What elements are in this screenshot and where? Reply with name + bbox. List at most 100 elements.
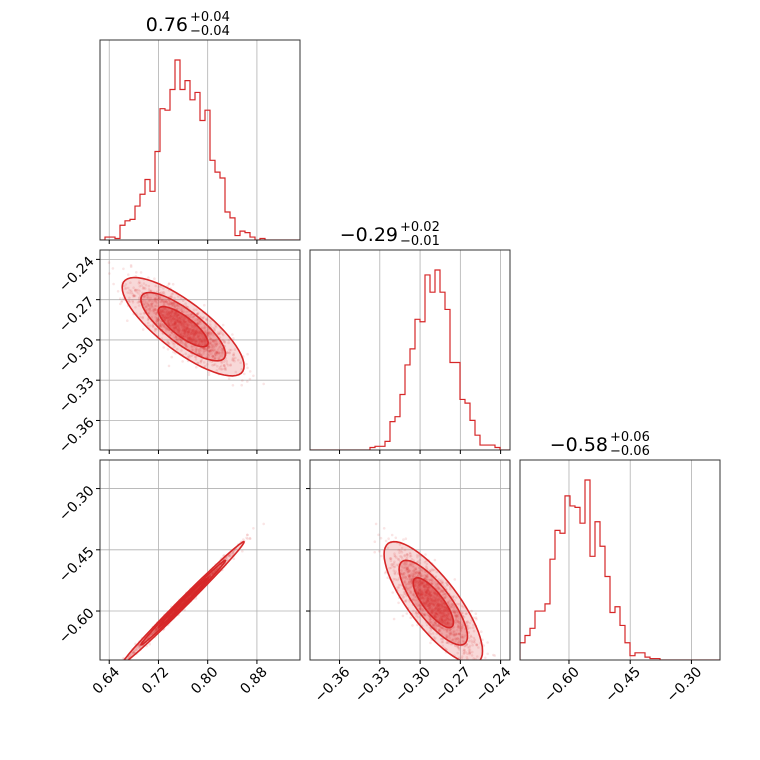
sample-point — [436, 598, 440, 602]
sample-point — [213, 338, 217, 342]
sample-point — [129, 264, 133, 267]
sample-point — [213, 570, 216, 573]
sample-point — [176, 313, 180, 317]
sample-point — [427, 601, 431, 604]
sample-point — [129, 265, 133, 269]
sample-point — [184, 329, 187, 333]
sample-point — [205, 318, 208, 322]
sample-point — [435, 606, 438, 610]
sample-point — [423, 601, 427, 605]
sample-point — [428, 617, 432, 621]
sample-point — [429, 594, 433, 598]
sample-point — [138, 299, 141, 303]
sample-point — [419, 605, 422, 608]
sample-point — [195, 312, 199, 316]
sample-point — [188, 337, 191, 341]
sample-point — [211, 571, 214, 575]
sample-point — [178, 333, 182, 336]
sample-point — [193, 318, 197, 321]
sample-point — [202, 361, 206, 364]
sample-point — [451, 595, 455, 599]
sample-point — [423, 587, 427, 591]
sample-point — [492, 653, 495, 657]
sample-point — [423, 613, 427, 616]
sample-point — [223, 364, 226, 367]
sample-point — [454, 632, 458, 635]
sample-point — [198, 349, 201, 352]
sample-point — [198, 337, 201, 341]
sample-point — [211, 571, 215, 575]
sample-point — [199, 320, 202, 324]
sample-point — [442, 619, 445, 622]
sample-point — [397, 558, 401, 561]
sample-point — [384, 571, 387, 575]
sample-point — [440, 626, 444, 629]
sample-point — [393, 571, 397, 575]
sample-point — [456, 626, 460, 629]
sample-point — [209, 573, 213, 577]
sample-point — [162, 346, 165, 349]
sample-point — [176, 320, 179, 323]
sample-point — [423, 593, 427, 596]
sample-point — [155, 328, 158, 331]
sample-point — [165, 327, 168, 331]
sample-point — [181, 602, 184, 605]
sample-point — [216, 351, 219, 355]
sample-point — [439, 599, 443, 603]
sample-point — [432, 623, 435, 627]
sample-point — [417, 589, 421, 593]
sample-point — [181, 334, 185, 338]
sample-point — [431, 589, 434, 592]
sample-point — [181, 331, 184, 335]
sample-point — [191, 335, 194, 339]
sample-point — [420, 574, 423, 578]
sample-point — [194, 347, 198, 351]
sample-point — [408, 580, 411, 583]
sample-point — [192, 337, 196, 341]
sample-point — [417, 591, 421, 595]
sample-point — [418, 594, 422, 598]
sample-point — [177, 329, 180, 333]
sample-point — [453, 611, 457, 614]
sample-point — [456, 628, 459, 632]
sample-point — [159, 298, 163, 301]
sample-point — [216, 342, 219, 346]
param-title-1: −0.29 +0.02−0.01 — [340, 220, 440, 249]
sample-point — [202, 316, 206, 319]
x-tick-label: −0.45 — [602, 664, 644, 706]
sample-point — [430, 622, 434, 626]
sample-point — [433, 558, 437, 562]
sample-point — [142, 286, 145, 289]
sample-point — [407, 575, 411, 578]
sample-point — [438, 604, 442, 607]
sample-point — [443, 615, 446, 618]
sample-point — [448, 617, 451, 621]
sample-point — [152, 630, 155, 634]
sample-point — [171, 319, 175, 323]
sample-point — [420, 589, 424, 593]
sample-point — [132, 286, 135, 290]
sample-point — [426, 575, 429, 579]
sample-point — [417, 593, 421, 596]
sample-point — [433, 608, 437, 611]
sample-point — [177, 320, 180, 323]
sample-point — [432, 594, 435, 598]
sample-point — [443, 608, 447, 612]
sample-point — [439, 617, 442, 620]
sample-point — [433, 606, 437, 610]
sample-point — [189, 327, 192, 331]
sample-point — [237, 358, 240, 362]
sample-point — [131, 293, 134, 296]
sample-point — [437, 606, 440, 609]
sample-point — [150, 316, 154, 319]
sample-point — [127, 299, 131, 303]
sample-point — [457, 648, 461, 651]
sample-point — [187, 336, 190, 340]
sample-point — [196, 331, 200, 335]
sample-point — [421, 593, 424, 596]
sample-point — [454, 611, 458, 615]
sample-point — [423, 588, 426, 592]
sample-point — [160, 322, 163, 326]
sample-point — [187, 334, 190, 337]
sample-point — [194, 337, 198, 341]
